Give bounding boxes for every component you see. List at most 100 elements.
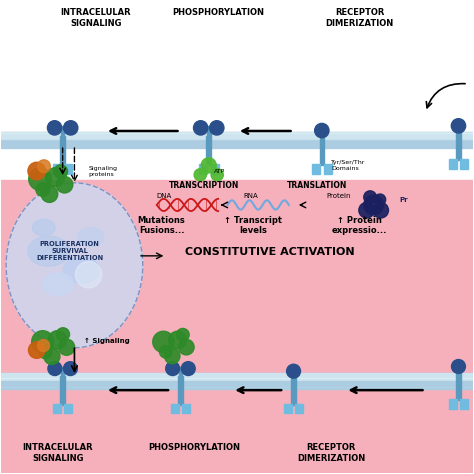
Bar: [64, 164, 73, 174]
Circle shape: [153, 331, 174, 353]
Bar: [456, 367, 461, 400]
Bar: [207, 126, 210, 136]
Bar: [324, 164, 332, 174]
Bar: [53, 404, 61, 413]
Bar: [448, 159, 456, 169]
Bar: [64, 404, 72, 413]
Circle shape: [64, 121, 78, 135]
Ellipse shape: [42, 273, 73, 295]
Text: INTRACELULAR
SIGNALING: INTRACELULAR SIGNALING: [23, 443, 93, 463]
Text: RNA: RNA: [244, 193, 258, 199]
Text: ATP: ATP: [214, 169, 226, 173]
Bar: [61, 367, 64, 376]
Bar: [182, 404, 190, 413]
Circle shape: [179, 339, 194, 355]
Text: TRANSCRIPTION: TRANSCRIPTION: [169, 181, 239, 190]
Ellipse shape: [78, 228, 104, 246]
Circle shape: [364, 191, 376, 203]
Circle shape: [46, 168, 64, 187]
Circle shape: [210, 121, 224, 135]
Text: ↑ Protein
expressio...: ↑ Protein expressio...: [332, 216, 387, 235]
Bar: [61, 126, 64, 136]
Circle shape: [182, 362, 195, 375]
Circle shape: [28, 162, 46, 180]
Bar: [1, 140, 473, 148]
Bar: [60, 136, 65, 165]
Circle shape: [37, 160, 50, 173]
Circle shape: [48, 362, 62, 375]
Bar: [1, 1, 473, 181]
Circle shape: [64, 362, 77, 375]
Circle shape: [364, 195, 383, 215]
Circle shape: [373, 202, 389, 218]
Text: CONSTITUTIVE ACTIVATION: CONSTITUTIVE ACTIVATION: [185, 247, 355, 257]
Ellipse shape: [32, 219, 55, 236]
Circle shape: [32, 331, 54, 353]
Bar: [207, 136, 211, 165]
Circle shape: [28, 342, 45, 358]
Bar: [1, 132, 473, 140]
Bar: [292, 372, 296, 405]
Text: ↑ Signaling: ↑ Signaling: [84, 337, 129, 344]
Text: RECEPTOR
DIMERIZATION: RECEPTOR DIMERIZATION: [325, 9, 393, 28]
Circle shape: [194, 169, 206, 181]
Bar: [449, 399, 457, 409]
Circle shape: [41, 186, 58, 202]
Circle shape: [36, 183, 49, 196]
Text: DNA: DNA: [156, 193, 172, 199]
Circle shape: [193, 121, 208, 135]
Text: PROLIFERATION
SURVIVAL
DIFFERENTIATION: PROLIFERATION SURVIVAL DIFFERENTIATION: [36, 241, 103, 261]
Bar: [1, 373, 473, 381]
Circle shape: [48, 331, 67, 349]
Circle shape: [58, 339, 75, 356]
Circle shape: [75, 262, 102, 288]
Circle shape: [37, 339, 50, 352]
Circle shape: [164, 348, 180, 364]
Circle shape: [54, 164, 68, 178]
Text: ↑ Transcript
levels: ↑ Transcript levels: [225, 216, 283, 235]
Bar: [178, 376, 182, 405]
Circle shape: [201, 158, 216, 173]
Bar: [312, 164, 320, 174]
Circle shape: [176, 328, 189, 341]
Bar: [456, 127, 461, 160]
Bar: [61, 376, 65, 405]
Circle shape: [359, 202, 374, 218]
Circle shape: [29, 168, 51, 191]
Ellipse shape: [64, 257, 100, 283]
Bar: [460, 159, 468, 169]
Text: Mutations
Fusions...: Mutations Fusions...: [138, 216, 185, 235]
Circle shape: [211, 169, 223, 181]
Bar: [319, 131, 324, 165]
Text: INTRACELULAR
SIGNALING: INTRACELULAR SIGNALING: [60, 9, 131, 28]
Text: Signaling
proteins: Signaling proteins: [89, 166, 118, 177]
Circle shape: [452, 360, 465, 374]
Text: PHOSPHORYLATION: PHOSPHORYLATION: [148, 443, 241, 452]
Bar: [53, 164, 61, 174]
Bar: [210, 164, 219, 174]
Circle shape: [315, 123, 329, 138]
Ellipse shape: [28, 236, 69, 266]
Circle shape: [169, 331, 186, 349]
Circle shape: [44, 348, 60, 365]
Bar: [1, 381, 473, 389]
Bar: [284, 404, 292, 413]
Bar: [460, 399, 468, 409]
Bar: [1, 181, 473, 473]
Circle shape: [56, 176, 73, 193]
Circle shape: [451, 118, 465, 133]
Bar: [295, 404, 303, 413]
Circle shape: [39, 346, 52, 359]
Circle shape: [287, 364, 301, 378]
Text: Protein: Protein: [327, 193, 351, 199]
Text: Tyr/Ser/Thr
Domains: Tyr/Ser/Thr Domains: [331, 160, 365, 171]
Circle shape: [159, 346, 172, 358]
Text: RECEPTOR
DIMERIZATION: RECEPTOR DIMERIZATION: [297, 443, 365, 463]
Circle shape: [374, 194, 386, 205]
Circle shape: [47, 121, 62, 135]
Ellipse shape: [6, 183, 143, 348]
Bar: [179, 367, 182, 376]
Text: TRANSLATION: TRANSLATION: [287, 181, 347, 190]
Circle shape: [166, 362, 180, 375]
Text: PHOSPHORYLATION: PHOSPHORYLATION: [172, 9, 264, 18]
